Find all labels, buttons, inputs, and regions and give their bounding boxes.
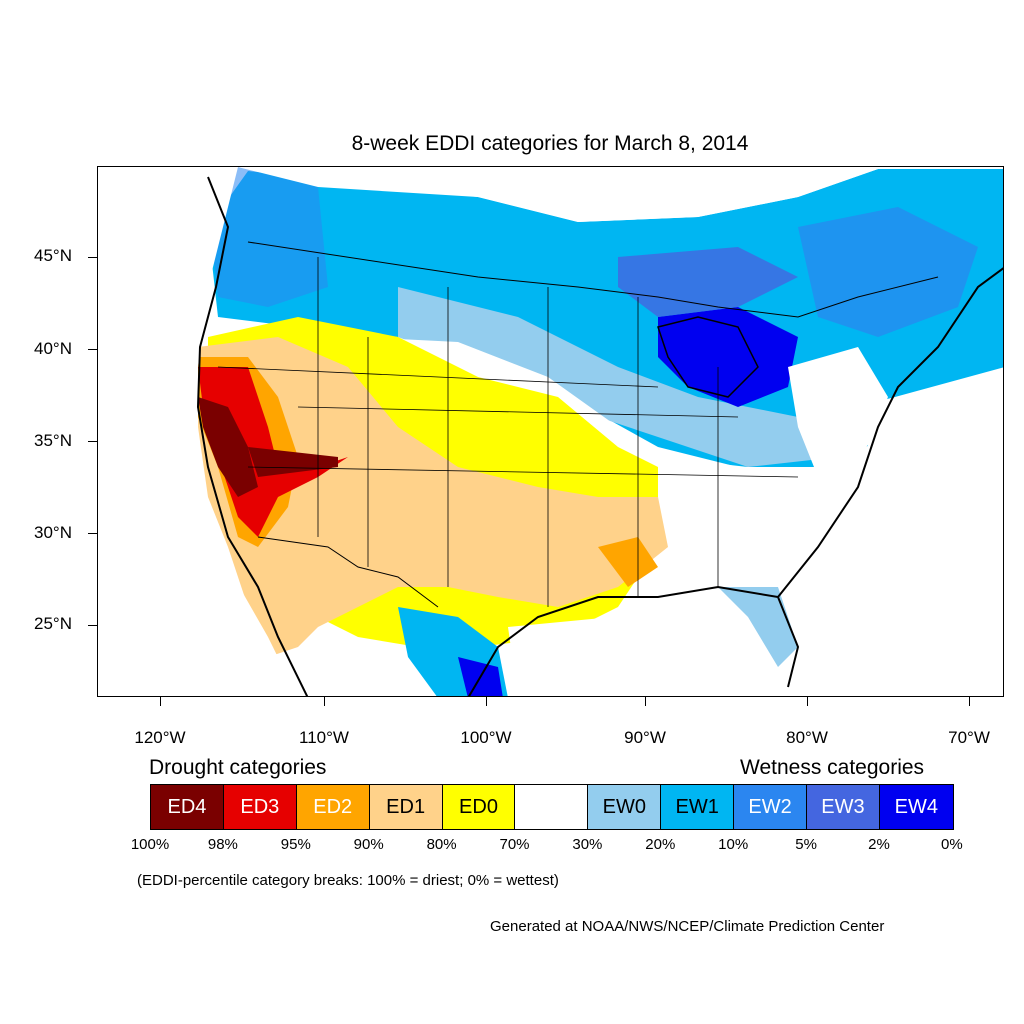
wet-region-mid — [618, 247, 798, 317]
wet-region-great-lakes — [658, 307, 798, 407]
wet-region-northwest — [208, 167, 328, 307]
legend-swatch-neutral — [515, 785, 589, 829]
legend-swatch-ed1: ED1 — [369, 785, 443, 829]
lat-label-40: 40°N — [34, 339, 72, 358]
lon-label-80: 80°W — [786, 728, 828, 747]
breakpoint-label: 98% — [207, 836, 238, 853]
gulf-water — [508, 607, 758, 696]
breakpoint-label: 30% — [572, 836, 603, 853]
canada-white — [238, 167, 1003, 222]
breakpoint-label: 95% — [280, 836, 311, 853]
lat-tick-45 — [88, 257, 97, 258]
lat-label-45: 45°N — [34, 246, 72, 265]
great-lakes-outline — [657, 316, 759, 398]
legend-swatch-ew4: EW4 — [879, 785, 953, 829]
coastline-gulf — [468, 585, 800, 696]
lon-tick-120 — [160, 697, 161, 706]
lat-tick-35 — [88, 441, 97, 442]
lon-tick-110 — [324, 697, 325, 706]
category-legend: ED4 ED3 ED2 ED1 ED0 EW0 EW1 EW2 EW3 EW4 — [150, 784, 954, 830]
coastline-east — [777, 267, 1003, 598]
lat-tick-30 — [88, 533, 97, 534]
lat-label-35: 35°N — [34, 431, 72, 450]
breakpoint-label: 20% — [645, 836, 676, 853]
ed4-region-band — [248, 447, 338, 477]
coastline-west — [196, 176, 309, 696]
wet-region-florida — [718, 587, 798, 667]
legend-swatch-ed0: ED0 — [442, 785, 516, 829]
breakpoint-label: 5% — [795, 836, 817, 853]
legend-swatch-ed4: ED4 — [151, 785, 224, 829]
lon-tick-80 — [807, 697, 808, 706]
lon-tick-70 — [969, 697, 970, 706]
breakpoint-label: 80% — [426, 836, 457, 853]
wet-region-northeast — [798, 207, 978, 337]
map-canvas — [98, 167, 1003, 696]
pacific-water — [98, 167, 298, 696]
lat-label-30: 30°N — [34, 523, 72, 542]
lon-tick-90 — [645, 697, 646, 706]
state-lines — [217, 257, 799, 607]
map-title: 8-week EDDI categories for March 8, 2014 — [351, 132, 749, 155]
lon-label-110: 110°W — [299, 728, 349, 747]
lat-tick-40 — [88, 349, 97, 350]
us-canada-border — [247, 241, 939, 318]
lat-tick-25 — [88, 625, 97, 626]
legend-swatch-ew0: EW0 — [588, 785, 662, 829]
drought-heading: Drought categories — [149, 756, 327, 779]
ed2-region-east — [598, 537, 658, 587]
legend-swatch-ed2: ED2 — [296, 785, 370, 829]
wet-region-lightblue — [398, 287, 838, 467]
category-note: (EDDI-percentile category breaks: 100% =… — [137, 872, 559, 889]
legend-swatch-ed3: ED3 — [223, 785, 297, 829]
lat-label-25: 25°N — [34, 614, 72, 633]
lon-label-90: 90°W — [624, 728, 666, 747]
atlantic-water — [798, 367, 1003, 696]
legend-swatch-ew1: EW1 — [661, 785, 735, 829]
breakpoint-label: 0% — [941, 836, 963, 853]
breakpoint-label: 10% — [718, 836, 749, 853]
breakpoint-label: 70% — [499, 836, 530, 853]
neutral-region-east — [788, 347, 888, 477]
lon-label-70: 70°W — [948, 728, 990, 747]
breakpoint-label: 100% — [130, 836, 170, 853]
us-mexico-border — [257, 536, 439, 608]
breakpoint-label: 90% — [353, 836, 384, 853]
lon-label-100: 100°W — [460, 728, 512, 747]
legend-swatch-ew3: EW3 — [807, 785, 880, 829]
breakpoint-label: 2% — [868, 836, 890, 853]
lon-tick-100 — [486, 697, 487, 706]
credit-line: Generated at NOAA/NWS/NCEP/Climate Predi… — [490, 918, 885, 935]
legend-swatch-ew2: EW2 — [734, 785, 808, 829]
lon-label-120: 120°W — [134, 728, 186, 747]
ed4-region — [198, 397, 258, 497]
eddi-map — [97, 166, 1004, 697]
ed1-region — [198, 337, 668, 657]
wetness-heading: Wetness categories — [740, 756, 925, 779]
neutral-region-southeast — [658, 457, 858, 577]
